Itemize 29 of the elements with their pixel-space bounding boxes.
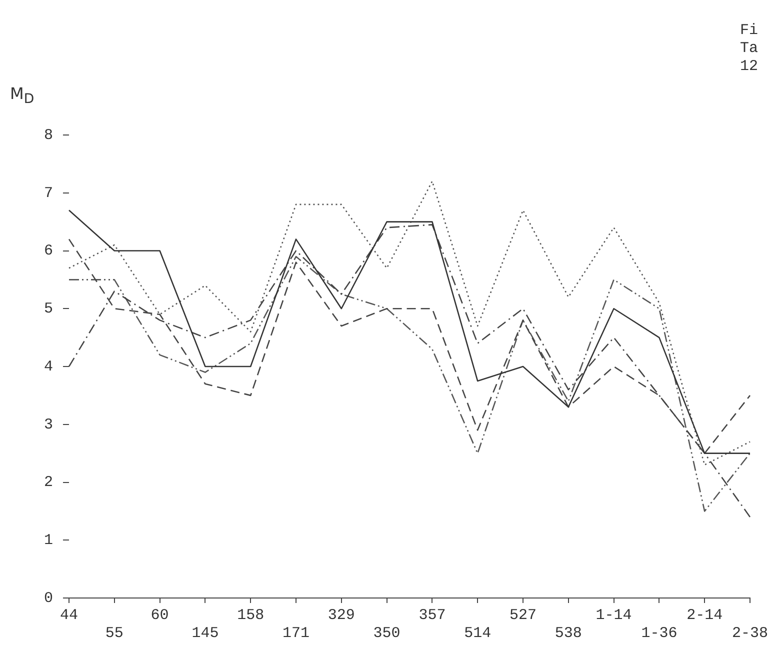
x-tick-label: 357 <box>418 606 446 624</box>
x-tick-label: 1-14 <box>596 606 632 624</box>
x-tick-label: 527 <box>509 606 537 624</box>
y-tick-label: 6 <box>44 242 53 260</box>
x-tick-label: 1-36 <box>641 624 678 642</box>
x-tick-label: 44 <box>60 606 78 624</box>
x-tick-label: 2-38 <box>732 624 768 642</box>
y-tick-label: 3 <box>44 416 53 434</box>
y-tick-label: 8 <box>44 126 53 144</box>
text: 12 <box>740 58 758 76</box>
y-axis-title: M$_{D}$ <box>10 84 34 108</box>
text: Fi <box>740 22 758 40</box>
x-tick-label: 329 <box>328 606 355 624</box>
x-tick-label: 2-14 <box>686 606 723 624</box>
x-tick-label: 158 <box>237 606 264 624</box>
x-tick-label: 171 <box>282 624 310 642</box>
x-tick-label: 55 <box>105 624 124 642</box>
y-tick-label: 7 <box>44 184 53 202</box>
x-tick-label: 538 <box>554 624 582 642</box>
text: Ta <box>740 40 758 58</box>
y-tick-label: 4 <box>44 358 53 376</box>
x-tick-label: 60 <box>150 606 169 624</box>
y-tick-label: 0 <box>44 590 53 607</box>
y-tick-label: 1 <box>44 532 53 550</box>
x-tick-label: 514 <box>464 624 492 642</box>
x-tick-label: 145 <box>192 624 219 642</box>
x-tick-label: 350 <box>373 624 400 642</box>
y-tick-label: 5 <box>44 300 53 318</box>
y-tick-label: 2 <box>44 474 53 492</box>
